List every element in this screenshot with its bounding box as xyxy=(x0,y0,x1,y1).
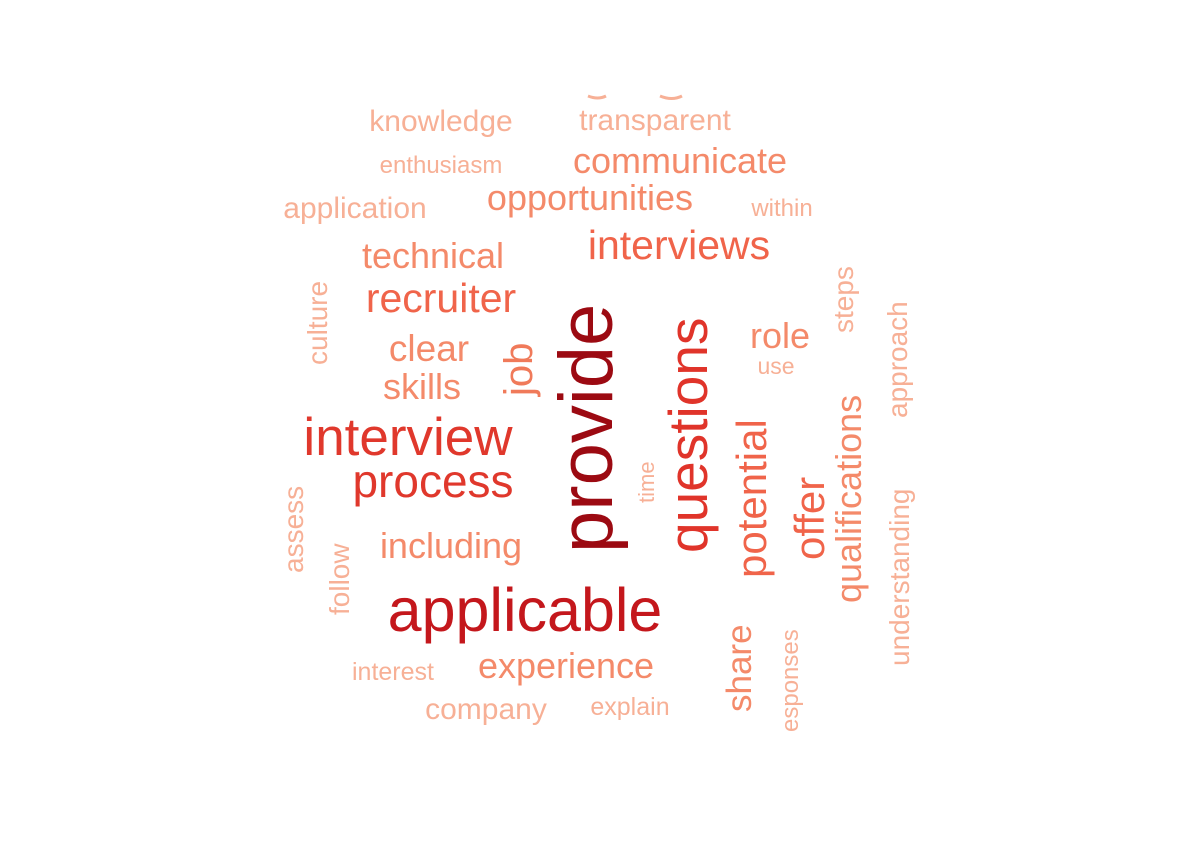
word-share: share xyxy=(720,624,759,712)
word-application: application xyxy=(283,192,426,225)
word-transparent: transparent xyxy=(579,104,731,137)
word-understanding: understanding xyxy=(884,489,915,666)
clipped-word-fragment xyxy=(587,94,683,100)
word-role: role xyxy=(750,315,810,356)
word-questions: questions xyxy=(657,318,719,553)
word-follow: follow xyxy=(324,543,355,615)
word-provide: provide xyxy=(544,304,629,553)
word-culture: culture xyxy=(302,281,333,365)
word-job: job xyxy=(497,343,541,397)
word-approach: approach xyxy=(882,301,913,418)
word-skills: skills xyxy=(383,366,461,407)
word-applicable: applicable xyxy=(388,576,663,644)
word-assess: assess xyxy=(278,486,309,573)
word-communicate: communicate xyxy=(573,140,787,181)
word-interviews: interviews xyxy=(588,222,770,268)
word-enthusiasm: enthusiasm xyxy=(380,152,503,179)
word-technical: technical xyxy=(362,235,504,276)
word-experience: experience xyxy=(478,645,654,686)
word-process: process xyxy=(352,455,513,507)
word-opportunities: opportunities xyxy=(487,177,693,218)
word-use: use xyxy=(757,353,794,379)
word-interview: interview xyxy=(303,408,513,467)
word-explain: explain xyxy=(590,693,669,721)
word-steps: steps xyxy=(828,266,859,333)
word-within: within xyxy=(750,195,812,222)
word-recruiter: recruiter xyxy=(366,275,516,321)
word-esponses: esponses xyxy=(777,629,804,732)
word-clear: clear xyxy=(389,328,469,369)
word-knowledge: knowledge xyxy=(369,105,512,138)
word-including: including xyxy=(380,525,522,566)
word-interest: interest xyxy=(352,658,434,686)
word-qualifications: qualifications xyxy=(828,395,869,603)
word-time: time xyxy=(634,461,659,503)
word-offer: offer xyxy=(786,477,833,560)
word-potential: potential xyxy=(728,419,775,578)
word-company: company xyxy=(425,693,547,726)
